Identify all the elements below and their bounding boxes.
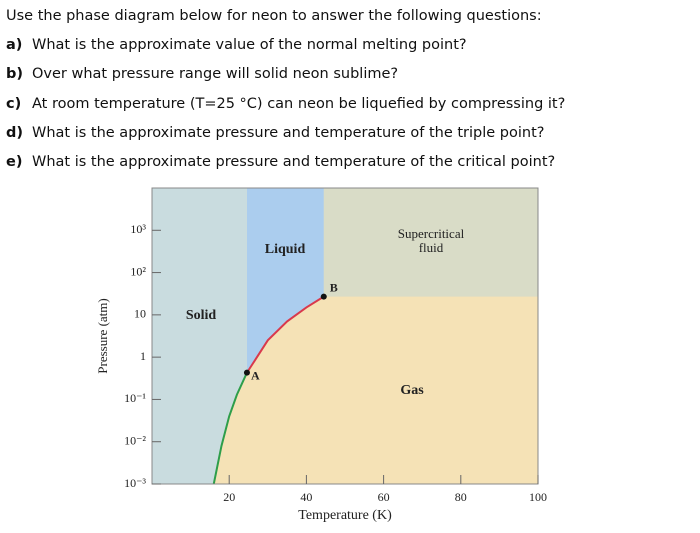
question: a) What is the approximate value of the n…	[6, 37, 467, 53]
question-letter: c)	[6, 96, 22, 112]
point-label: B	[330, 280, 338, 294]
solid-region	[152, 188, 247, 484]
question: d) What is the approximate pressure and t…	[6, 125, 544, 141]
question-text: At room temperature (T=25 °C) can neon b…	[32, 96, 566, 112]
y-tick-label: 10⁻²	[124, 433, 146, 447]
y-tick-label: 10	[134, 307, 146, 321]
x-axis-label: Temperature (K)	[298, 508, 392, 523]
point-label: A	[251, 368, 260, 382]
region-label: Solid	[186, 308, 217, 323]
question-letter: a)	[6, 37, 23, 53]
liquid-region	[246, 188, 324, 373]
phase-curve	[212, 372, 248, 485]
region-label: Gas	[400, 383, 424, 398]
y-tick-label: 1	[140, 349, 146, 363]
question: e) What is the approximate pressure and t…	[6, 154, 555, 170]
question-text: What is the approximate pressure and tem…	[32, 125, 545, 141]
x-tick-label: 100	[529, 490, 547, 504]
supercritical-region	[323, 188, 538, 297]
question-letter: d)	[6, 125, 24, 141]
x-tick-label: 80	[455, 490, 467, 504]
y-tick-label: 10²	[130, 264, 146, 278]
plot-frame	[151, 187, 539, 485]
question: b) Over what pressure range will solid ne…	[6, 66, 398, 82]
region-label: Supercritical	[398, 226, 465, 241]
phase-curve	[246, 295, 325, 374]
question-text: What is the approximate pressure and tem…	[32, 154, 556, 170]
question: c) At room temperature (T=25 °C) can neon…	[6, 96, 565, 112]
x-tick-label: 20	[223, 490, 235, 504]
x-tick-label: 60	[378, 490, 390, 504]
point	[243, 369, 250, 376]
y-axis-label: Pressure (atm)	[95, 298, 110, 373]
question-letter: e)	[6, 154, 23, 170]
intro: Use the phase diagram below for neon to …	[6, 8, 542, 24]
y-tick-label: 10⁻¹	[124, 391, 146, 405]
question-letter: b)	[6, 66, 24, 82]
question-text: What is the approximate value of the nor…	[32, 37, 467, 53]
x-tick-label: 40	[300, 490, 312, 504]
region-label: Liquid	[265, 242, 306, 257]
y-tick-label: 10³	[130, 222, 146, 236]
question-text: Over what pressure range will solid neon…	[32, 66, 399, 82]
region-label: fluid	[419, 240, 444, 255]
point	[320, 293, 327, 300]
y-tick-label: 10⁻³	[124, 476, 146, 490]
